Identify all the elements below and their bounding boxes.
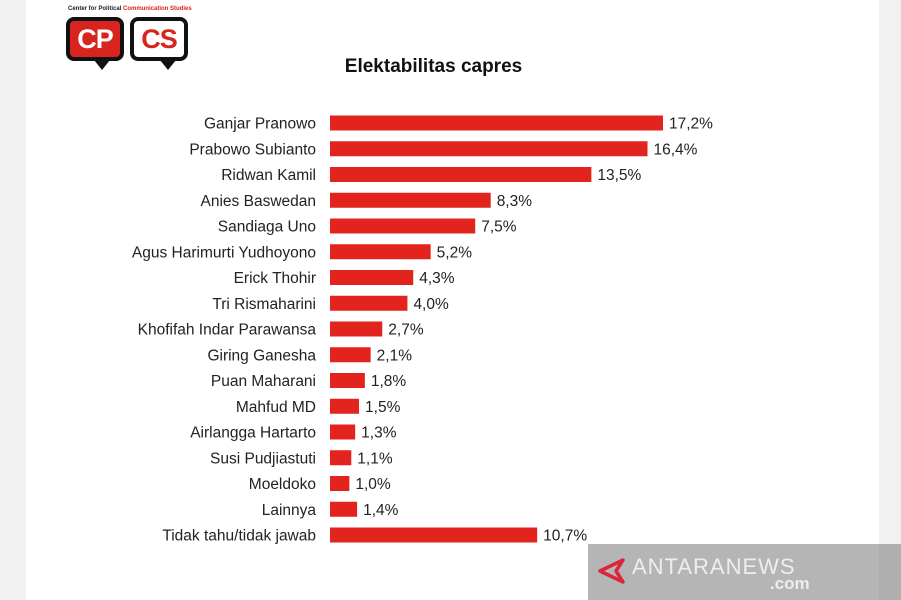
chart-title-wrap: Elektabilitas capres <box>0 56 901 78</box>
bar <box>330 398 360 414</box>
category-label: Anies Baswedan <box>201 193 316 210</box>
category-label: Susi Pudjiastuti <box>210 450 316 467</box>
value-label: 16,4% <box>654 141 698 158</box>
value-label: 1,5% <box>365 399 401 416</box>
logo-caption-red: Communication Studies <box>123 6 192 12</box>
category-label: Erick Thohir <box>234 270 316 287</box>
value-label: 1,3% <box>361 425 397 442</box>
value-label: 1,0% <box>355 476 391 493</box>
bar <box>330 347 371 363</box>
watermark-text: ANTARANEWS <box>632 554 796 579</box>
bar <box>330 476 350 491</box>
bar <box>330 270 414 285</box>
bar <box>330 192 491 208</box>
bar <box>330 373 365 388</box>
value-label: 10,7% <box>543 528 587 545</box>
value-label: 2,1% <box>377 347 413 364</box>
value-label: 1,8% <box>371 373 407 390</box>
category-label: Ridwan Kamil <box>221 167 316 184</box>
logo-caption-black: Center for Political <box>68 6 122 12</box>
value-label: 8,3% <box>497 193 533 210</box>
category-label: Giring Ganesha <box>207 347 316 364</box>
logo-cp-box: CP <box>66 17 124 61</box>
bar <box>330 115 663 131</box>
logo-caption: Center for Political Communication Studi… <box>68 6 192 12</box>
bar <box>330 244 431 260</box>
value-label: 17,2% <box>669 116 713 133</box>
chart-title: Elektabilitas capres <box>344 56 523 77</box>
value-label: 4,3% <box>419 270 455 287</box>
value-label: 5,2% <box>437 244 473 261</box>
antara-logo-icon <box>598 558 625 584</box>
bar <box>330 424 356 440</box>
bar <box>330 295 408 311</box>
category-label: Tri Rismaharini <box>212 296 316 313</box>
category-label: Airlangga Hartarto <box>190 425 316 442</box>
value-label: 13,5% <box>597 167 641 184</box>
bar <box>330 527 538 543</box>
logo-cs-box: CS <box>130 17 188 61</box>
bar <box>330 218 476 234</box>
value-label: 2,7% <box>388 322 424 339</box>
bar <box>330 141 648 157</box>
category-label: Tidak tahu/tidak jawab <box>162 528 316 545</box>
bar <box>330 501 358 517</box>
bar <box>330 321 383 337</box>
value-label: 1,4% <box>363 502 399 519</box>
logo-cp-tail <box>94 60 110 70</box>
category-label: Khofifah Indar Parawansa <box>138 322 317 339</box>
category-label: Puan Maharani <box>211 373 316 390</box>
category-label: Agus Harimurti Yudhoyono <box>132 244 316 261</box>
category-label: Mahfud MD <box>236 399 316 416</box>
value-label: 1,1% <box>357 450 393 467</box>
chart-panel <box>26 0 879 600</box>
antaranews-watermark: ANTARANEWS .com <box>588 544 901 600</box>
category-label: Moeldoko <box>249 476 316 493</box>
bar <box>330 167 592 182</box>
category-label: Sandiaga Uno <box>218 219 316 236</box>
category-label: Lainnya <box>262 502 317 519</box>
logo-cs-tail <box>160 60 176 70</box>
category-label: Prabowo Subianto <box>189 141 316 158</box>
bar <box>330 450 352 466</box>
value-label: 4,0% <box>413 296 449 313</box>
value-label: 7,5% <box>481 219 517 236</box>
category-label: Ganjar Pranowo <box>204 116 316 133</box>
cpcs-logo: Center for Political Communication Studi… <box>64 6 194 78</box>
watermark-subtext: .com <box>770 574 810 593</box>
